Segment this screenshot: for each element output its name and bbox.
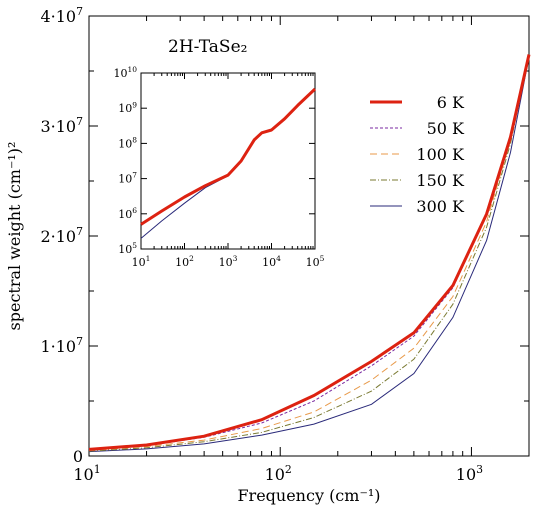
x-tick-label: 101 <box>73 463 100 484</box>
inset-plot-frame <box>140 72 316 250</box>
y-tick-label: 2·107 <box>40 225 83 246</box>
inset-y-tick-label: 106 <box>118 206 137 221</box>
inset-axis-ticks: 101 102 103 104 105 105 106 107 108 109 1010 <box>113 65 324 269</box>
chart-title: 2H-TaSe₂ <box>168 37 247 57</box>
legend-label: 50 K <box>427 119 465 138</box>
series-line-150k <box>88 54 530 452</box>
inset-y-tick-label: 108 <box>118 135 137 150</box>
legend-label: 6 K <box>437 93 465 112</box>
inset-y-tick-label: 105 <box>118 241 137 256</box>
y-tick-label: 3·107 <box>40 115 83 136</box>
legend-label: 100 K <box>416 145 465 164</box>
inset-series-line-6k <box>140 87 317 226</box>
inset-x-tick-label: 101 <box>132 254 151 269</box>
inset-plot: 101 102 103 104 105 105 106 107 108 109 1010 <box>113 65 324 269</box>
y-tick-label: 4·107 <box>40 5 83 26</box>
series-line-6k <box>88 54 531 451</box>
inset-x-tick-label: 102 <box>175 254 194 269</box>
inset-x-tick-label: 105 <box>306 254 325 269</box>
x-tick-label: 103 <box>456 463 483 484</box>
inset-y-tick-label: 109 <box>118 100 137 115</box>
inset-x-tick-label: 103 <box>219 254 238 269</box>
x-tick-label: 102 <box>265 463 292 484</box>
y-tick-label: 1·107 <box>40 335 83 356</box>
main-series-group <box>88 53 531 453</box>
inset-x-tick-label: 104 <box>262 254 281 269</box>
y-axis-label: spectral weight (cm⁻¹)² <box>5 142 24 331</box>
y-tick-label: 0 <box>73 447 83 466</box>
legend-label: 300 K <box>416 197 465 216</box>
main-axis-ticks: 101 102 103 0 1·107 2·107 3·107 4·107 <box>40 5 529 484</box>
series-line-300k <box>88 56 530 453</box>
series-line-100k <box>88 53 530 451</box>
inset-y-tick-label: 107 <box>118 171 137 186</box>
x-axis-label: Frequency (cm⁻¹) <box>237 486 380 505</box>
legend-label: 150 K <box>416 171 465 190</box>
legend: 6 K 50 K 100 K 150 K 300 K <box>370 93 465 216</box>
inset-series-group <box>140 87 317 239</box>
inset-y-tick-label: 1010 <box>113 65 137 80</box>
